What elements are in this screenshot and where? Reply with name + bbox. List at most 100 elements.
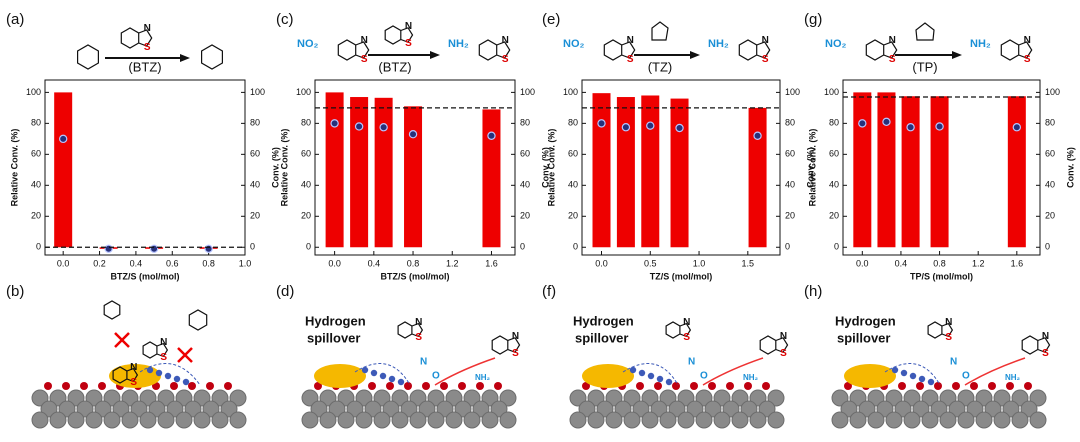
support-atom	[175, 389, 193, 407]
hydrogen	[379, 372, 387, 380]
support-atom	[1002, 400, 1020, 418]
thiazole-ring	[411, 322, 424, 338]
atom-s: S	[502, 54, 509, 65]
spillover-path	[884, 363, 941, 386]
surface-site	[636, 382, 644, 390]
conv-point	[646, 121, 655, 130]
support-atom	[355, 389, 373, 407]
reagent: (BTZ)	[378, 59, 411, 74]
support-atom	[373, 389, 391, 407]
support-atom	[695, 411, 713, 429]
atom-s: S	[512, 348, 519, 359]
thiazole-ring	[496, 41, 511, 59]
y-tick-label: 60	[568, 149, 578, 159]
atom-n: N	[361, 35, 368, 46]
benzene-ring	[865, 39, 885, 61]
support-atom	[76, 400, 94, 418]
atom-n: N	[405, 21, 412, 32]
thiazole-ring	[138, 29, 153, 47]
thiazole-ring	[1018, 41, 1033, 59]
benzene-ring	[337, 39, 357, 61]
bar	[930, 96, 949, 248]
thiazole-ring	[1037, 337, 1051, 353]
y-tick-label: 80	[829, 118, 839, 128]
y-tick-label: 20	[829, 211, 839, 221]
y2-tick-label: 40	[520, 180, 530, 190]
atom-o: O	[962, 371, 970, 382]
bar	[853, 92, 872, 248]
support-atom	[641, 411, 659, 429]
surface-site	[386, 382, 394, 390]
y2-tick-label: 0	[1045, 242, 1050, 252]
conv-point	[858, 119, 867, 128]
support-atom	[885, 389, 903, 407]
support-atom	[130, 400, 148, 418]
benzene-ring	[142, 341, 158, 359]
support-atom	[148, 400, 166, 418]
support-atom	[355, 411, 373, 429]
y2-tick-label: 40	[1045, 180, 1055, 190]
support-atom	[58, 400, 76, 418]
hydrogen	[918, 375, 926, 383]
y2-tick-label: 0	[250, 242, 255, 252]
support-atom	[587, 389, 605, 407]
benzene-ring	[384, 25, 402, 45]
hydrogen	[647, 372, 655, 380]
atom-n: N	[780, 331, 787, 342]
support-atom	[1029, 389, 1047, 407]
reaction-curve	[964, 357, 1026, 386]
conv-point	[408, 130, 418, 139]
support-atom	[445, 411, 463, 429]
support-atom	[175, 411, 193, 429]
surface-site	[188, 382, 196, 390]
x-tick-label: 1.2	[446, 258, 459, 268]
support-atom	[605, 389, 623, 407]
x-axis-label: BTZ/S (mol/mol)	[111, 271, 180, 281]
hydrogen	[900, 369, 908, 377]
support-atom	[211, 389, 229, 407]
surface-site	[440, 382, 448, 390]
atom-n: N	[512, 331, 519, 342]
atom-s: S	[889, 54, 896, 65]
plot-frame	[842, 79, 1041, 256]
support-atom	[939, 411, 957, 429]
support-atom	[641, 389, 659, 407]
y-tick-label: 20	[31, 211, 41, 221]
support-atom	[31, 389, 49, 407]
conv-point	[621, 123, 631, 132]
panel-label: (d)	[276, 283, 294, 300]
x-tick-label: 1.6	[1011, 258, 1024, 268]
y-tick-label: 100	[26, 87, 41, 97]
spillover-label: spillover	[575, 330, 628, 345]
surface-site	[898, 382, 906, 390]
hydrogen	[927, 378, 935, 386]
y-tick-label: 40	[301, 180, 311, 190]
reagent: (BTZ)	[128, 59, 161, 74]
support-atom	[722, 400, 740, 418]
support-atom	[472, 400, 490, 418]
surface-site	[690, 382, 698, 390]
thiophene	[915, 22, 935, 41]
support-atom	[948, 400, 966, 418]
surface-site	[1006, 382, 1014, 390]
y-tick-label: 60	[829, 149, 839, 159]
support-atom	[373, 411, 391, 429]
y-tick-label: 0	[834, 242, 839, 252]
atom-s: S	[361, 54, 368, 65]
y2-tick-label: 100	[520, 87, 535, 97]
thiazole-ring	[756, 41, 771, 59]
atom-n: N	[1042, 331, 1049, 342]
atom-n: N	[688, 357, 695, 368]
atom-n: N	[144, 23, 151, 34]
support-atom	[569, 389, 587, 407]
x-tick-label: 0.6	[166, 258, 179, 268]
surface-site	[654, 382, 662, 390]
x-tick-label: 1.2	[972, 258, 985, 268]
bar	[482, 109, 501, 248]
support-atom	[301, 389, 319, 407]
support-atom	[921, 411, 939, 429]
support-atom	[867, 411, 885, 429]
atom-s: S	[415, 332, 422, 343]
support-atom	[984, 400, 1002, 418]
benzene-ring	[120, 27, 140, 49]
